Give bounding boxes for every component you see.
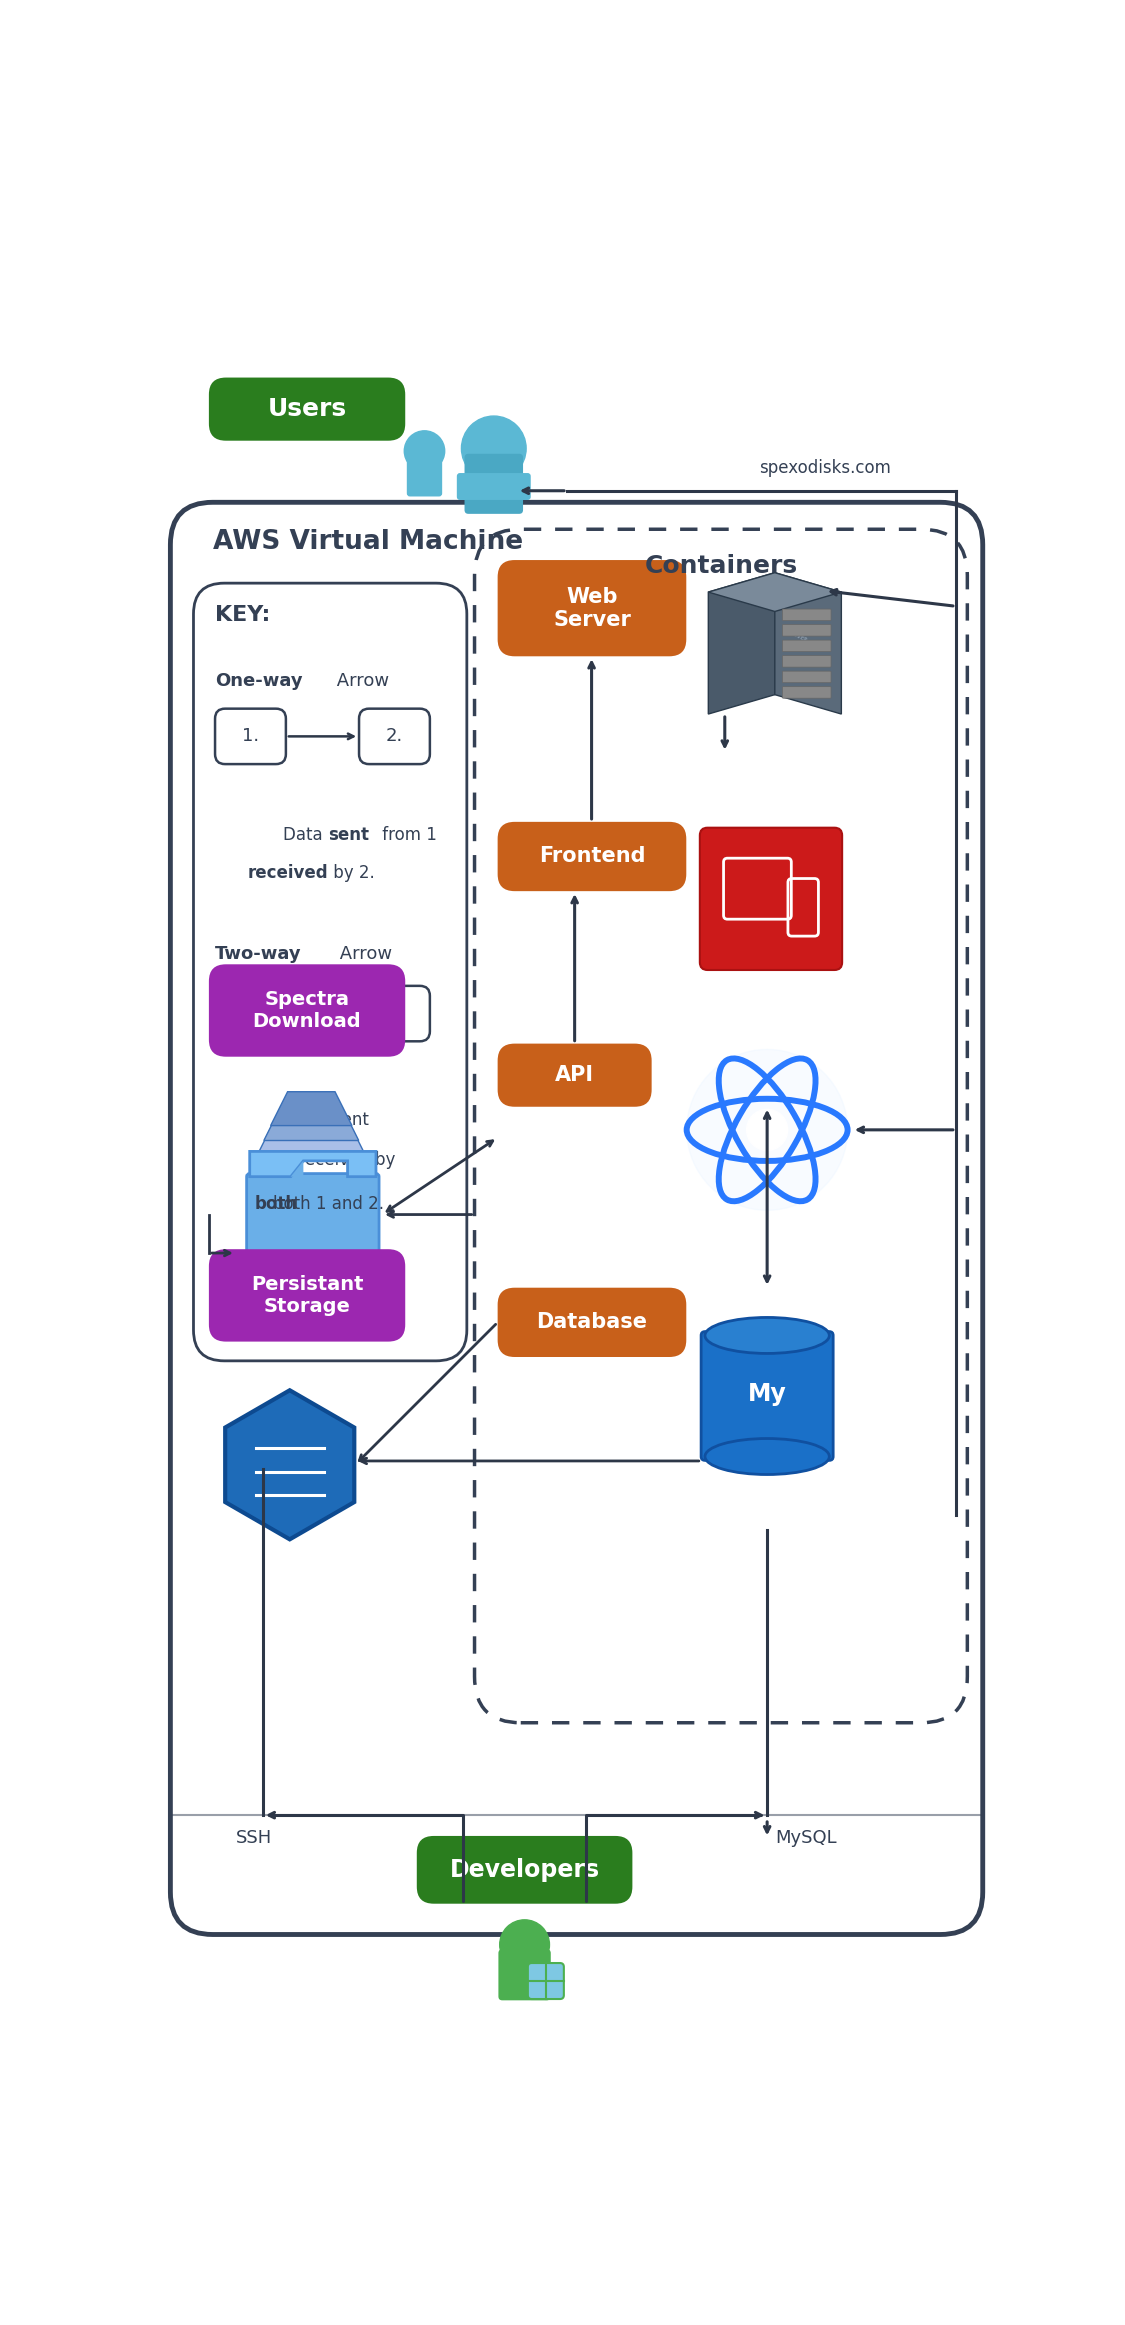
FancyBboxPatch shape bbox=[701, 1332, 834, 1460]
FancyBboxPatch shape bbox=[215, 709, 286, 765]
FancyBboxPatch shape bbox=[782, 656, 831, 667]
FancyBboxPatch shape bbox=[209, 377, 405, 442]
FancyBboxPatch shape bbox=[465, 453, 523, 514]
Ellipse shape bbox=[705, 1439, 829, 1474]
Text: Database: Database bbox=[537, 1311, 648, 1332]
FancyBboxPatch shape bbox=[193, 584, 467, 1360]
Text: AWS Virtual Machine: AWS Virtual Machine bbox=[213, 530, 523, 556]
FancyBboxPatch shape bbox=[246, 1174, 379, 1265]
Text: Arrow: Arrow bbox=[334, 944, 392, 963]
Circle shape bbox=[747, 1109, 787, 1151]
Ellipse shape bbox=[705, 1318, 829, 1353]
FancyBboxPatch shape bbox=[497, 1044, 651, 1107]
Text: Persistant
Storage: Persistant Storage bbox=[251, 1274, 363, 1316]
Text: Web
Server: Web Server bbox=[554, 586, 631, 630]
FancyBboxPatch shape bbox=[475, 530, 968, 1723]
Text: 1.: 1. bbox=[242, 1004, 259, 1023]
FancyBboxPatch shape bbox=[457, 472, 531, 500]
Text: MySQL: MySQL bbox=[775, 1830, 837, 1846]
Text: and received by: and received by bbox=[261, 1151, 395, 1169]
Text: from 1: from 1 bbox=[377, 825, 436, 844]
Text: Developers: Developers bbox=[450, 1858, 600, 1881]
Text: 2.: 2. bbox=[386, 728, 403, 746]
Text: One-way: One-way bbox=[215, 672, 303, 691]
FancyBboxPatch shape bbox=[407, 456, 442, 498]
Polygon shape bbox=[709, 572, 775, 714]
Text: Frontend: Frontend bbox=[539, 846, 646, 867]
FancyBboxPatch shape bbox=[497, 1288, 686, 1358]
Text: by 2.: by 2. bbox=[328, 865, 375, 881]
Polygon shape bbox=[775, 572, 842, 714]
Text: 2.: 2. bbox=[386, 1004, 403, 1023]
Circle shape bbox=[461, 416, 526, 481]
FancyBboxPatch shape bbox=[497, 821, 686, 890]
FancyBboxPatch shape bbox=[498, 1948, 551, 2000]
FancyBboxPatch shape bbox=[416, 1837, 632, 1904]
Text: Data: Data bbox=[284, 825, 328, 844]
FancyBboxPatch shape bbox=[215, 986, 286, 1042]
FancyBboxPatch shape bbox=[782, 609, 831, 621]
Text: Data sent: Data sent bbox=[288, 1111, 369, 1128]
Polygon shape bbox=[709, 572, 842, 611]
Text: received: received bbox=[248, 865, 328, 881]
Text: API: API bbox=[555, 1065, 594, 1086]
Text: My: My bbox=[748, 1383, 786, 1407]
FancyBboxPatch shape bbox=[782, 672, 831, 684]
Circle shape bbox=[404, 430, 444, 472]
Text: both: both bbox=[255, 1195, 298, 1214]
Text: KEY:: KEY: bbox=[215, 604, 270, 625]
Polygon shape bbox=[250, 1151, 376, 1176]
Text: sent: sent bbox=[328, 825, 369, 844]
Text: both 1 and 2.: both 1 and 2. bbox=[272, 1195, 384, 1214]
FancyBboxPatch shape bbox=[209, 1249, 405, 1342]
FancyBboxPatch shape bbox=[528, 1962, 564, 2000]
Polygon shape bbox=[290, 1160, 304, 1176]
Text: Two-way: Two-way bbox=[215, 944, 302, 963]
Text: SSH: SSH bbox=[236, 1830, 272, 1846]
FancyBboxPatch shape bbox=[497, 560, 686, 656]
FancyBboxPatch shape bbox=[359, 986, 430, 1042]
FancyBboxPatch shape bbox=[782, 686, 831, 698]
FancyBboxPatch shape bbox=[782, 639, 831, 651]
Text: SERVER: SERVER bbox=[786, 630, 808, 644]
Text: Users: Users bbox=[268, 398, 346, 421]
FancyBboxPatch shape bbox=[170, 502, 983, 1934]
FancyBboxPatch shape bbox=[209, 965, 405, 1056]
Polygon shape bbox=[271, 1093, 352, 1125]
Text: 1.: 1. bbox=[242, 728, 259, 746]
FancyBboxPatch shape bbox=[782, 625, 831, 637]
Text: spexodisks.com: spexodisks.com bbox=[759, 458, 891, 477]
Circle shape bbox=[686, 1049, 847, 1211]
FancyBboxPatch shape bbox=[359, 709, 430, 765]
Polygon shape bbox=[258, 1121, 366, 1156]
Text: Arrow: Arrow bbox=[331, 672, 388, 691]
Text: Containers: Containers bbox=[645, 553, 798, 579]
Polygon shape bbox=[264, 1107, 359, 1142]
FancyBboxPatch shape bbox=[700, 828, 843, 970]
Circle shape bbox=[500, 1920, 549, 1969]
Text: Spectra
Download: Spectra Download bbox=[253, 990, 361, 1030]
